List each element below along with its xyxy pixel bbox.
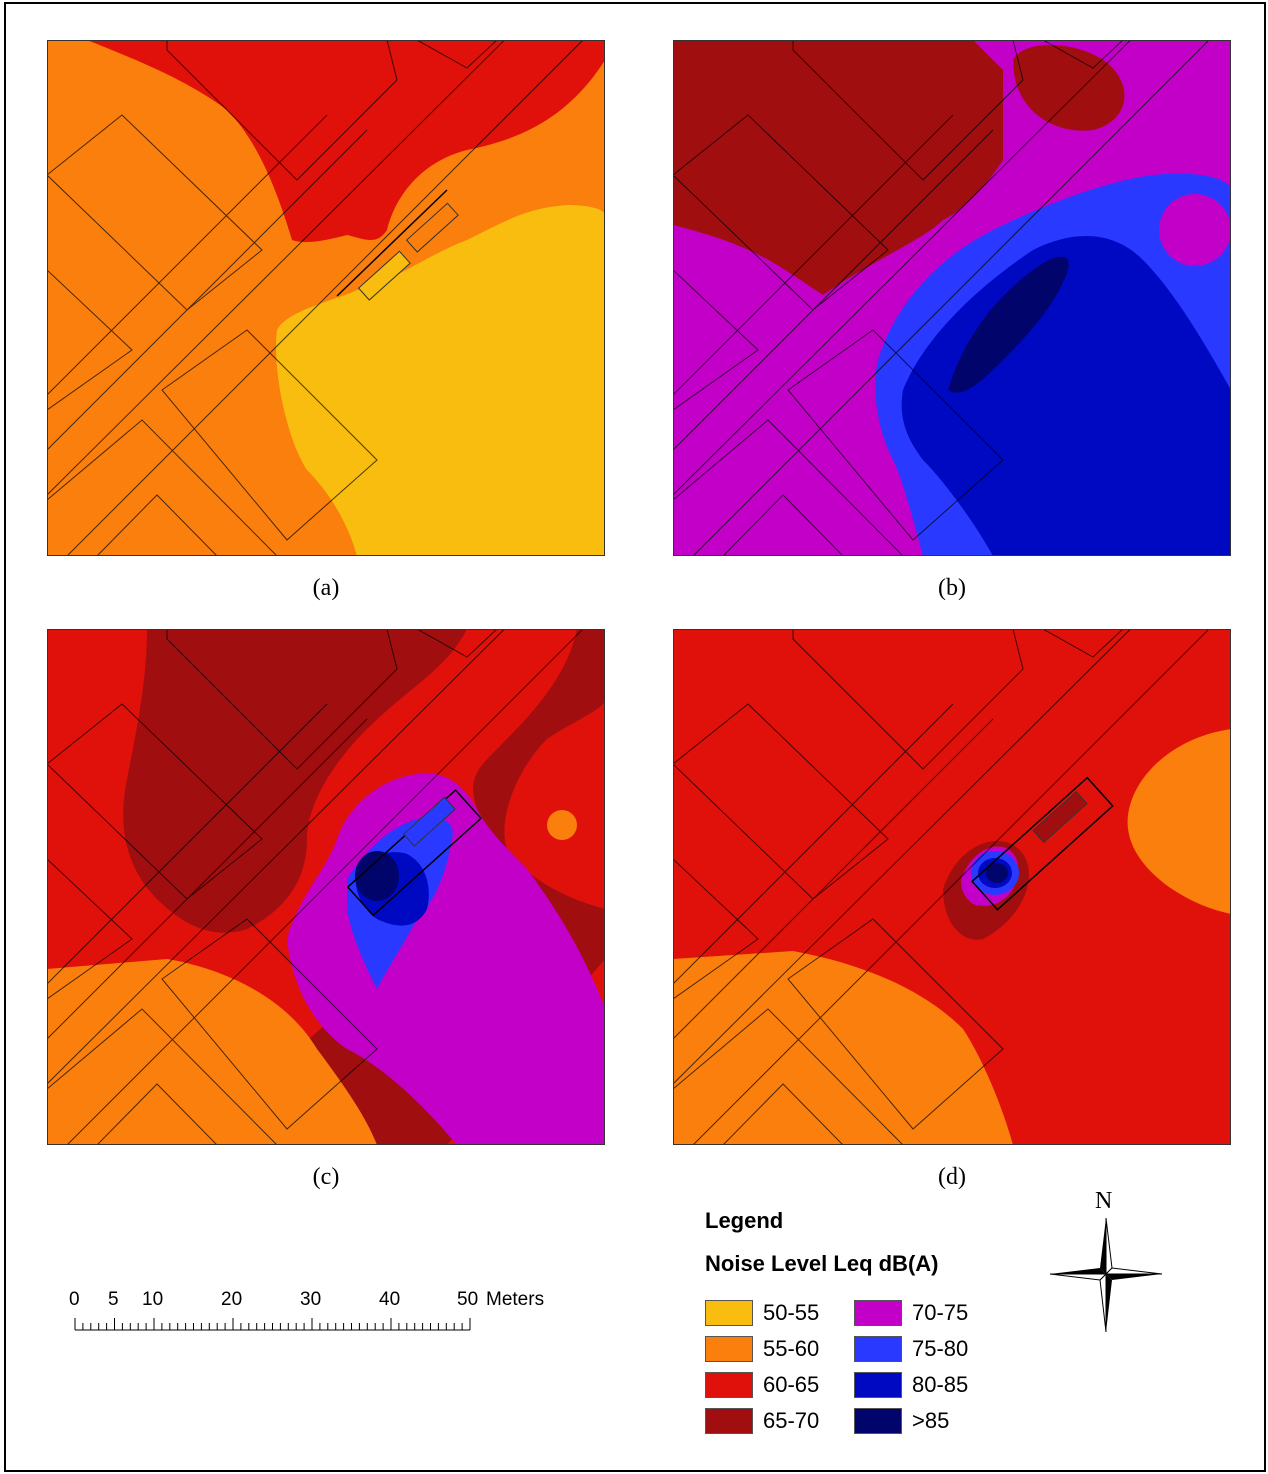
zone-65-70 <box>673 40 1003 295</box>
scale-label-20: 20 <box>221 1289 243 1310</box>
map-panel-a <box>47 40 605 556</box>
legend-swatch <box>854 1408 902 1434</box>
legend-subtitle: Noise Level Leq dB(A) <box>705 1251 939 1276</box>
zone-55-60-east <box>1127 729 1231 914</box>
panel-caption-d: (d) <box>938 1164 966 1190</box>
legend-swatch <box>705 1408 753 1434</box>
map-panel-c <box>47 629 605 1145</box>
noise-barrier-right <box>405 202 459 253</box>
legend-item: 80-85 <box>854 1372 968 1398</box>
panel-caption-a: (a) <box>312 575 340 601</box>
scale-label-50: 50 <box>457 1289 479 1310</box>
zone-50-55 <box>276 205 605 556</box>
legend-item: 75-80 <box>854 1336 968 1362</box>
map-panel-d <box>673 629 1231 1145</box>
legend-item: >85 <box>854 1408 949 1434</box>
legend-title: Legend <box>705 1208 784 1233</box>
scale-label-30: 30 <box>300 1289 322 1310</box>
panel-caption-b: (b) <box>938 575 966 601</box>
legend-item: 65-70 <box>705 1408 819 1434</box>
zone-85-plus <box>355 851 399 901</box>
scale-label-10: 10 <box>142 1289 164 1310</box>
legend-swatch <box>854 1336 902 1362</box>
legend-swatch <box>854 1300 902 1326</box>
legend-swatch <box>854 1372 902 1398</box>
legend-item: 55-60 <box>705 1336 819 1362</box>
zone-65-70-b <box>1013 45 1125 131</box>
scale-label-40: 40 <box>379 1289 401 1310</box>
scale-unit: Meters <box>486 1289 545 1310</box>
legend-swatch <box>705 1372 753 1398</box>
zone-55-60 <box>47 959 377 1145</box>
scale-label-0: 0 <box>69 1289 80 1310</box>
zone-85-plus <box>986 863 1008 883</box>
north-label: N <box>1095 1188 1113 1214</box>
map-panel-b <box>673 40 1231 556</box>
legend-swatch <box>705 1336 753 1362</box>
panel-caption-c: (c) <box>312 1164 340 1190</box>
legend-swatch <box>705 1300 753 1326</box>
legend-item: 70-75 <box>854 1300 968 1326</box>
figure-frame <box>4 2 1266 1472</box>
zone-80-85 <box>901 236 1231 556</box>
scale-bar <box>74 1318 471 1331</box>
noise-barrier-left <box>357 250 411 301</box>
zone-85-plus <box>948 256 1069 393</box>
scale-label-5: 5 <box>108 1289 119 1310</box>
legend-item: 50-55 <box>705 1300 819 1326</box>
north-arrow-icon <box>1049 1217 1163 1333</box>
legend-item: 60-65 <box>705 1372 819 1398</box>
zone-60-65 <box>87 40 605 243</box>
building-outlines <box>47 40 584 556</box>
